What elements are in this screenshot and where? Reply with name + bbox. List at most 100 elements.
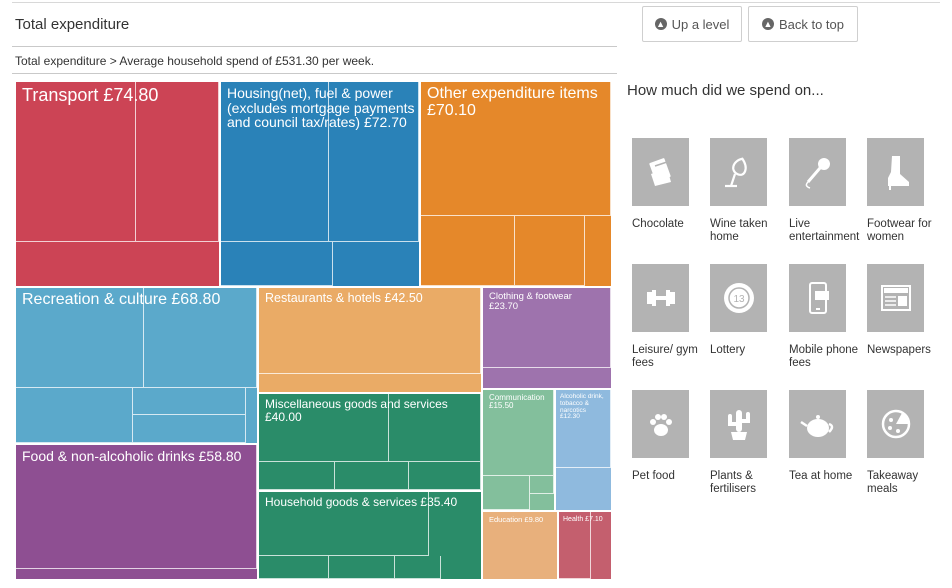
tile-sub (259, 462, 335, 490)
tile-health[interactable]: Health £7.10 (559, 512, 611, 579)
tile-sub (421, 82, 611, 216)
tile-sub (389, 394, 481, 462)
tile-communication-label: Communication £15.50 (489, 393, 545, 411)
tile-sub (483, 390, 554, 476)
item-caption: Newspapers (867, 344, 931, 356)
item-caption: Mobile phone fees (789, 344, 859, 369)
item-caption: Lottery (710, 344, 746, 356)
item-newspapers[interactable] (867, 264, 924, 332)
tile-transport[interactable]: Transport £74.80 (16, 82, 219, 286)
up-a-level-label: Up a level (671, 16, 730, 32)
lottery-ball-icon: 13 (723, 283, 754, 313)
item-footwear-women[interactable] (867, 138, 924, 206)
item-caption: Takeaway meals (867, 470, 919, 495)
tile-housing-label: Housing(net), fuel & power (excludes mor… (227, 85, 415, 131)
tile-sub (530, 476, 554, 494)
tile-sub (16, 288, 144, 388)
title-divider (12, 46, 617, 47)
tile-sub (556, 390, 611, 468)
cactus-icon (727, 410, 750, 440)
tile-household-label: Household goods & services £35.40 (265, 495, 458, 509)
tile-sub (259, 556, 329, 579)
pizza-icon (881, 409, 910, 439)
tile-other-expenditure[interactable]: Other expenditure items £70.10 (421, 82, 611, 286)
arrow-up-icon: ▲ (654, 18, 667, 30)
tile-education[interactable]: Education £9.80 (483, 512, 557, 579)
newspaper-icon (880, 285, 911, 311)
item-mobile-phone[interactable] (789, 264, 846, 332)
tile-sub (421, 216, 515, 286)
tile-transport-label: Transport £74.80 (22, 85, 159, 105)
item-lottery[interactable]: 13 (710, 264, 767, 332)
tile-sub (136, 82, 219, 242)
back-to-top-button[interactable]: ▲ Back to top (748, 6, 858, 42)
tile-education-label: Education £9.80 (489, 515, 544, 524)
item-caption: Pet food (632, 470, 675, 482)
dumbbell-icon (646, 290, 675, 306)
item-caption: Chocolate (632, 218, 684, 230)
tile-sub (144, 288, 257, 388)
tile-clothing-footwear[interactable]: Clothing & footwear £23.70 (483, 288, 611, 388)
tile-restaurants-label: Restaurants & hotels £42.50 (265, 291, 423, 305)
sidebar-heading: How much did we spend on... (627, 82, 824, 99)
tile-housing[interactable]: Housing(net), fuel & power (excludes mor… (221, 82, 419, 286)
tile-alcohol-label: Alcoholic drink, tobacco & narcotics £12… (560, 393, 604, 421)
item-tea-at-home[interactable] (789, 390, 846, 458)
boot-icon (887, 156, 909, 190)
breadcrumb[interactable]: Total expenditure > Average household sp… (15, 54, 375, 68)
item-leisure-gym[interactable] (632, 264, 689, 332)
microphone-icon (805, 158, 830, 189)
tile-recreation-label: Recreation & culture £68.80 (22, 291, 221, 308)
chocolate-icon (648, 158, 671, 186)
arrow-up-icon: ▲ (761, 18, 774, 30)
back-to-top-label: Back to top (778, 16, 845, 32)
tile-misc-goods-services[interactable]: Miscellaneous goods and services £40.00 (259, 394, 481, 490)
tile-sub (559, 512, 591, 579)
tile-restaurants-hotels[interactable]: Restaurants & hotels £42.50 (259, 288, 481, 392)
tile-sub (133, 415, 246, 443)
tile-sub (259, 394, 389, 462)
tile-recreation-culture[interactable]: Recreation & culture £68.80 (16, 288, 257, 443)
tile-alcohol-tobacco[interactable]: Alcoholic drink, tobacco & narcotics £12… (556, 390, 611, 510)
tile-sub (483, 476, 530, 510)
mobile-phone-icon (808, 282, 829, 314)
breadcrumb-divider (12, 73, 617, 74)
tile-sub (133, 388, 246, 415)
tile-clothing-label: Clothing & footwear £23.70 (489, 291, 572, 312)
item-caption: Wine taken home (710, 218, 768, 243)
tile-household-goods[interactable]: Household goods & services £35.40 (259, 492, 481, 579)
tile-food-drinks[interactable]: Food & non-alcoholic drinks £58.80 (16, 445, 257, 579)
tile-health-label: Health £7.10 (563, 516, 603, 523)
tile-other-label: Other expenditure items £70.10 (427, 85, 598, 119)
item-takeaway-meals[interactable] (867, 390, 924, 458)
tile-sub (16, 388, 133, 443)
treemap: Transport £74.80 Housing(net), fuel & po… (12, 78, 614, 583)
item-live-entertainment[interactable] (789, 138, 846, 206)
tile-sub (221, 242, 333, 286)
item-wine-taken-home[interactable] (710, 138, 767, 206)
top-divider (12, 2, 940, 3)
tile-sub (329, 556, 395, 579)
page-title: Total expenditure (15, 16, 130, 33)
item-caption: Plants & fertilisers (710, 470, 757, 495)
up-a-level-button[interactable]: ▲ Up a level (642, 6, 742, 42)
tile-sub (409, 462, 481, 490)
tile-sub (16, 82, 136, 242)
item-pet-food[interactable] (632, 390, 689, 458)
item-caption: Tea at home (789, 470, 853, 482)
tile-sub (335, 462, 409, 490)
paw-icon (649, 414, 672, 436)
item-caption: Footwear for women (867, 218, 932, 243)
tile-sub (259, 288, 481, 374)
item-plants-fertilisers[interactable] (710, 390, 767, 458)
tile-sub (259, 492, 429, 556)
tile-misc-label: Miscellaneous goods and services £40.00 (265, 397, 448, 424)
tile-communication[interactable]: Communication £15.50 (483, 390, 554, 510)
item-chocolate[interactable] (632, 138, 689, 206)
svg-text:13: 13 (733, 294, 745, 305)
tile-sub (221, 82, 329, 242)
tile-sub (515, 216, 585, 286)
tile-sub (16, 445, 257, 569)
item-caption: Live entertainment (789, 218, 860, 243)
tile-sub (395, 556, 441, 579)
